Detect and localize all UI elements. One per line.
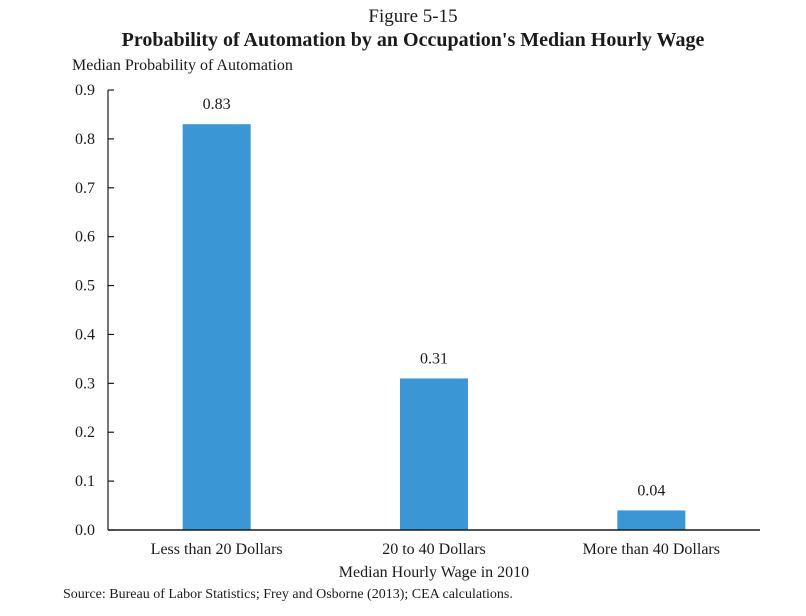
y-tick-label: 0.7 bbox=[75, 180, 95, 197]
data-label: 0.83 bbox=[203, 96, 231, 113]
y-tick-label: 0.5 bbox=[75, 278, 95, 295]
y-axis-title: Median Probability of Automation bbox=[72, 57, 293, 74]
x-axis-title: Median Hourly Wage in 2010 bbox=[339, 564, 529, 581]
bar bbox=[400, 378, 468, 530]
data-label: 0.31 bbox=[420, 350, 448, 367]
figure-label: Figure 5-15 bbox=[368, 6, 457, 27]
bars bbox=[182, 124, 686, 530]
y-tick-label: 0.0 bbox=[75, 522, 95, 539]
y-tick-label: 0.3 bbox=[75, 375, 95, 392]
y-tick-label: 0.2 bbox=[75, 424, 95, 441]
data-label: 0.04 bbox=[637, 482, 665, 499]
y-tick-label: 0.9 bbox=[75, 82, 95, 99]
y-tick-label: 0.1 bbox=[75, 473, 95, 490]
y-axis: 0.0 0.1 0.2 0.3 0.4 0.5 0.6 0.7 0.8 0.9 bbox=[75, 82, 114, 539]
y-tick-label: 0.6 bbox=[75, 229, 95, 246]
chart-title: Probability of Automation by an Occupati… bbox=[122, 29, 705, 51]
y-tick-label: 0.4 bbox=[75, 326, 95, 343]
x-tick-label: More than 40 Dollars bbox=[583, 541, 720, 558]
y-tick-label: 0.8 bbox=[75, 131, 95, 148]
bar bbox=[617, 510, 686, 530]
x-tick-label: Less than 20 Dollars bbox=[151, 541, 283, 558]
data-labels: 0.83 0.31 0.04 bbox=[203, 96, 666, 499]
x-tick-label: 20 to 40 Dollars bbox=[382, 541, 486, 558]
x-axis: Less than 20 Dollars 20 to 40 Dollars More… bbox=[108, 529, 760, 558]
source-note: Source: Bureau of Labor Statistics; Frey… bbox=[63, 587, 513, 602]
bar bbox=[182, 124, 251, 530]
